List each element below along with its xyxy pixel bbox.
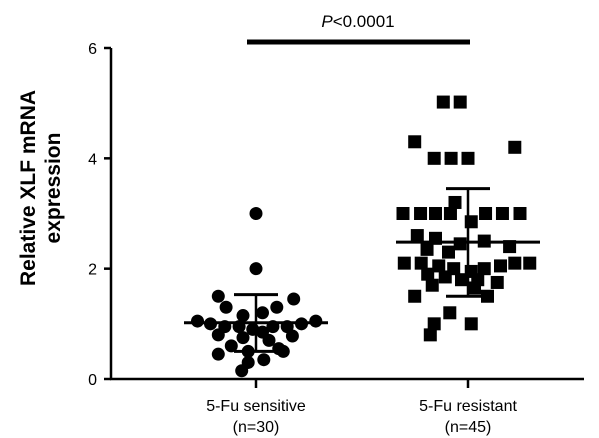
data-point-square <box>444 151 458 165</box>
data-point-circle <box>211 347 225 361</box>
data-point-square <box>432 259 446 273</box>
data-point-circle <box>219 300 233 314</box>
data-point-square <box>490 275 504 289</box>
data-point-square <box>508 256 522 270</box>
data-point-square <box>494 259 507 273</box>
y-tick-label: 4 <box>88 151 97 168</box>
data-point-square <box>508 140 522 154</box>
category-label-resistant: 5-Fu resistant <box>419 398 517 415</box>
data-point-circle <box>211 328 225 342</box>
data-point-square <box>443 306 457 320</box>
data-point-square <box>464 215 478 229</box>
data-point-square <box>443 207 457 220</box>
data-point-circle <box>285 329 299 343</box>
data-point-square <box>427 151 441 165</box>
data-point-square <box>408 289 422 303</box>
data-point-square <box>425 278 439 292</box>
y-tick-label: 0 <box>88 372 97 389</box>
data-point-circle <box>287 292 301 306</box>
data-point-square <box>436 95 450 109</box>
data-point-square <box>453 95 467 109</box>
data-point-square <box>397 256 411 270</box>
significance-label: P<0.0001 <box>321 12 394 31</box>
data-point-square <box>420 242 434 256</box>
category-label-sensitive: 5-Fu sensitive <box>206 398 306 415</box>
data-point-square <box>414 256 428 270</box>
data-point-square <box>523 256 537 270</box>
y-tick-label: 6 <box>88 41 97 58</box>
y-axis-label-line2: expression <box>42 133 65 244</box>
y-tick-label: 2 <box>88 262 97 279</box>
data-point-circle <box>236 331 250 345</box>
data-point-square <box>408 135 422 149</box>
y-axis-label-line1: Relative XLF mRNA <box>17 90 40 286</box>
data-point-circle <box>191 314 204 328</box>
data-point-square <box>513 207 527 220</box>
data-point-circle <box>249 262 263 276</box>
data-point-circle <box>309 314 323 328</box>
data-point-circle <box>235 364 249 378</box>
data-point-square <box>495 207 509 220</box>
data-point-circle <box>236 309 250 323</box>
data-point-square <box>442 245 455 259</box>
category-n-sensitive: (n=30) <box>233 419 280 436</box>
data-point-square <box>438 270 452 284</box>
data-point-circle <box>262 333 276 347</box>
data-point-circle <box>270 300 284 314</box>
data-point-square <box>468 281 481 295</box>
data-point-circle <box>257 353 271 367</box>
data-point-square <box>421 267 435 281</box>
data-point-square <box>410 229 424 243</box>
category-n-resistant: (n=45) <box>445 419 492 436</box>
data-point-circle <box>211 289 225 303</box>
data-point-square <box>455 273 468 287</box>
data-point-circle <box>249 207 263 220</box>
data-point-square <box>448 195 462 209</box>
data-point-square <box>461 151 475 165</box>
data-point-square <box>427 317 441 331</box>
data-point-square <box>477 262 491 276</box>
data-point-circle <box>256 306 269 320</box>
data-point-circle <box>224 339 238 353</box>
data-point-square <box>423 328 437 342</box>
data-point-square <box>429 207 442 220</box>
data-point-square <box>414 207 428 220</box>
data-point-square <box>453 237 467 251</box>
data-point-circle <box>276 344 290 358</box>
data-point-square <box>479 207 493 220</box>
data-point-square <box>396 207 410 220</box>
data-point-square <box>464 317 478 331</box>
